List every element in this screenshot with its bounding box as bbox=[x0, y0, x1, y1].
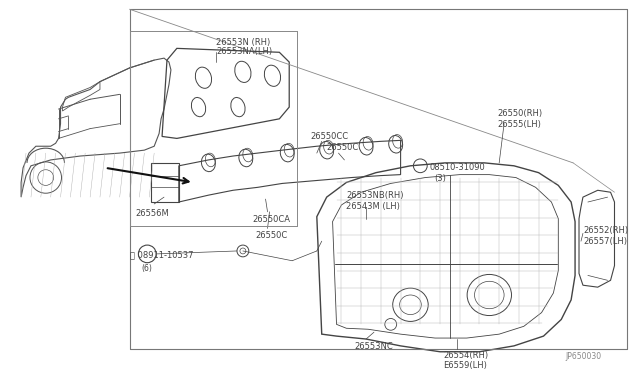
Text: 26552(RH): 26552(RH) bbox=[583, 227, 628, 235]
Text: 26553NB(RH): 26553NB(RH) bbox=[346, 191, 404, 200]
Text: 26557(LH): 26557(LH) bbox=[583, 237, 627, 246]
Text: E6559(LH): E6559(LH) bbox=[443, 360, 487, 369]
Text: Ⓝ 08911-10537: Ⓝ 08911-10537 bbox=[129, 250, 193, 259]
Text: 26550C: 26550C bbox=[326, 143, 359, 152]
Text: 26553NA(LH): 26553NA(LH) bbox=[216, 47, 273, 57]
Text: (3): (3) bbox=[434, 174, 446, 183]
Text: 26550CC: 26550CC bbox=[310, 132, 348, 141]
Text: JP650030: JP650030 bbox=[565, 352, 602, 361]
Text: 26553N (RH): 26553N (RH) bbox=[216, 38, 271, 46]
Text: 26543M (LH): 26543M (LH) bbox=[346, 202, 400, 211]
Text: 26555(LH): 26555(LH) bbox=[497, 120, 541, 129]
Text: (6): (6) bbox=[142, 264, 153, 273]
Text: 26550(RH): 26550(RH) bbox=[497, 109, 542, 118]
Text: 08510-31090: 08510-31090 bbox=[429, 163, 485, 172]
Text: 26553NC: 26553NC bbox=[355, 342, 393, 351]
Text: 26556M: 26556M bbox=[136, 209, 169, 218]
Text: 26550C: 26550C bbox=[256, 231, 288, 240]
Text: 26554(RH): 26554(RH) bbox=[443, 351, 488, 360]
Text: 26550CA: 26550CA bbox=[253, 215, 291, 224]
